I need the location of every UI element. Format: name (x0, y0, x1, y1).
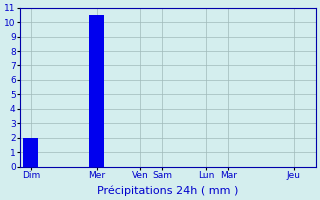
X-axis label: Précipitations 24h ( mm ): Précipitations 24h ( mm ) (97, 185, 238, 196)
Bar (23, 138, 38, 167)
Bar (89, 15, 104, 167)
